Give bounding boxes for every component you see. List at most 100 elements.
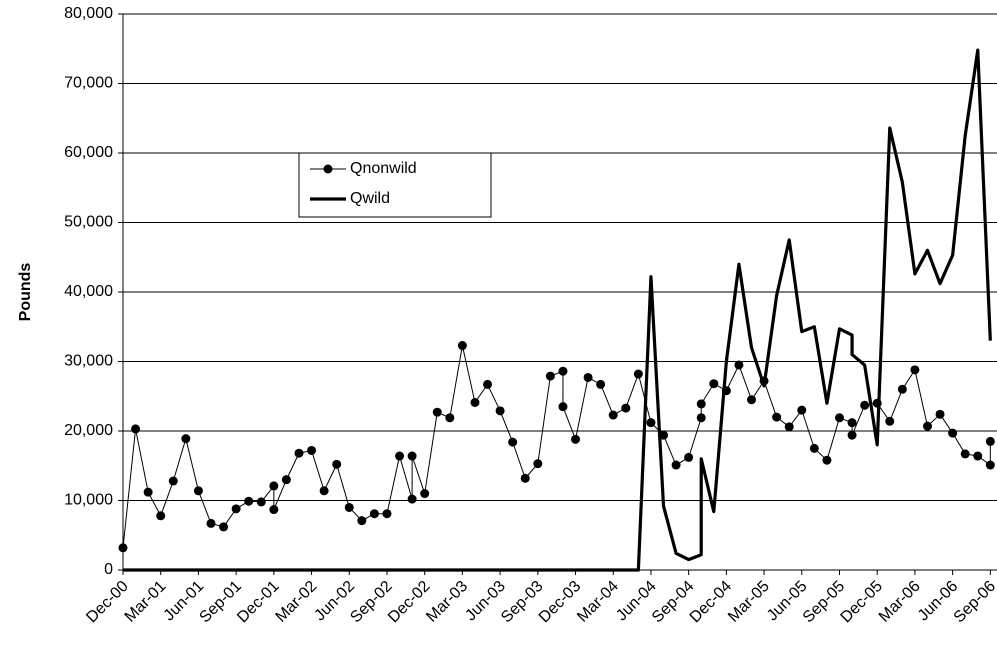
y-tick-label: 50,000 [64,214,113,231]
point [294,448,304,458]
series-line [122,345,991,548]
legend-marker [323,164,333,174]
x-tick-label: Dec-03 [536,578,585,627]
y-tick-label: 20,000 [64,422,113,439]
legend-label: Qnonwild [350,160,417,177]
x-tick-label: Mar-05 [725,578,773,626]
point [269,481,279,491]
point [696,413,706,423]
point [156,511,166,521]
point [948,428,958,438]
point [596,379,606,389]
point [910,365,920,375]
point [633,369,643,379]
point [118,543,128,553]
point [357,516,367,526]
point [369,509,379,519]
point [407,451,417,461]
point [407,494,417,504]
point [483,379,493,389]
point [344,502,354,512]
x-tick-label: Mar-06 [876,578,924,626]
point [533,459,543,469]
point [734,360,744,370]
point [244,496,254,506]
point [671,460,681,470]
point [797,405,807,415]
point [432,407,442,417]
point [395,451,405,461]
point [231,504,241,514]
point [809,443,819,453]
point [571,434,581,444]
y-tick-label: 80,000 [64,5,113,22]
x-tick-label: Dec-05 [838,578,887,627]
point [784,422,794,432]
point [131,424,141,434]
point [973,451,983,461]
point [219,522,229,532]
point [621,403,631,413]
point [885,416,895,426]
point [935,409,945,419]
point [985,436,995,446]
point [256,497,266,507]
legend-label: Qwild [350,190,390,207]
x-tick-label: Mar-04 [574,578,622,626]
point [307,445,317,455]
point [269,505,279,515]
series-line [123,48,992,572]
point [684,452,694,462]
x-tick-label: Dec-01 [234,578,283,627]
point [646,418,656,428]
point [822,455,832,465]
point [747,395,756,405]
point [834,413,844,423]
point [470,398,480,408]
point [319,486,329,496]
x-tick-label: Dec-00 [83,578,132,627]
point [420,489,430,499]
point [457,341,467,351]
point [709,379,719,389]
point [181,434,191,444]
x-tick-label: Mar-03 [423,578,471,626]
y-tick-label: 60,000 [64,144,113,161]
x-tick-label: Mar-02 [272,578,320,626]
point [281,475,291,485]
legend-box [298,152,492,218]
x-tick-label: Dec-04 [687,578,736,627]
point [495,406,505,416]
x-tick-label: Dec-02 [385,578,434,627]
point [193,486,203,496]
point [445,413,455,423]
point [922,421,932,431]
point [558,402,568,412]
x-tick-label: Sep-06 [951,578,997,627]
point [382,509,392,519]
y-tick-label: 30,000 [64,353,113,370]
x-tick-label: Mar-01 [122,578,170,626]
point [847,418,857,428]
point [960,449,970,459]
y-axis-label: Pounds [17,263,34,322]
point [143,487,153,497]
y-tick-label: 70,000 [64,75,113,92]
point [897,384,907,394]
point [608,410,618,420]
legend: Qnonwild Qwild [298,152,492,218]
y-tick-label: 10,000 [64,492,113,509]
point [860,400,870,410]
y-tick-label: 0 [104,561,113,578]
point [206,518,216,528]
y-tick-label: 40,000 [64,283,113,300]
point [332,459,342,469]
point [772,412,782,422]
point [520,473,530,483]
point [985,460,995,470]
point [508,437,518,447]
point [545,371,555,381]
point [696,399,706,409]
point [847,430,857,440]
